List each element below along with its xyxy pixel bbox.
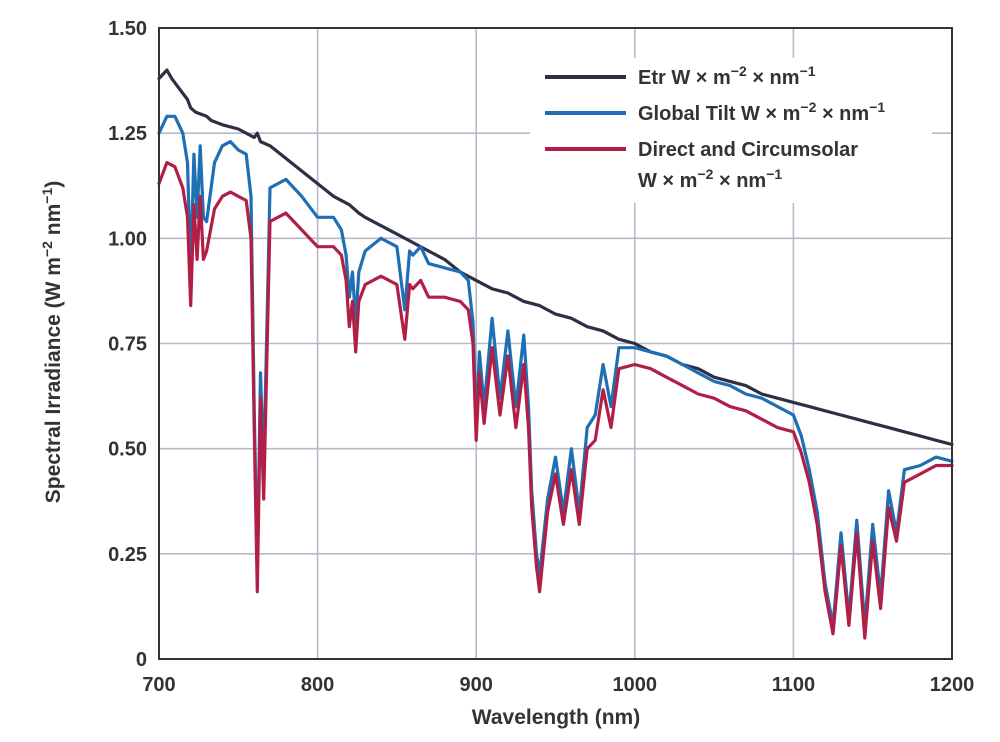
y-tick-label: 0.25 [108,544,147,566]
y-axis-title: Spectral Irradiance (W m−2 nm−1) [39,181,65,504]
y-tick-label: 0 [136,649,147,671]
legend-background [530,58,932,203]
x-axis-title: Wavelength (nm) [472,706,640,729]
y-tick-label: 1.00 [108,228,147,250]
tick-labels: 700 800 900 1000 1100 1200 0 0.25 0.50 0.75 1.00 1.… [108,18,974,696]
legend-label-etr: Etr W × m−2 × nm−1 [638,63,816,89]
y-axis-title-exp1: −2 [39,241,55,257]
series-line-etr [157,68,954,447]
y-axis-title-exp2: −1 [39,188,55,204]
x-tick-label: 800 [301,674,334,696]
series-line-direct-circumsolar [157,161,954,640]
x-tick-label: 1200 [930,674,975,696]
legend: Etr W × m−2 × nm−1 Global Tilt W × m−2 ×… [530,58,932,203]
y-axis-title-base: Spectral Irradiance (W m [42,257,65,503]
y-tick-label: 0.50 [108,439,147,461]
x-tick-label: 900 [460,674,493,696]
x-tick-label: 1100 [772,674,815,696]
series-line-global-tilt [157,114,954,627]
plot-frame [158,27,953,660]
legend-label-direct-circumsolar-line1: Direct and Circumsolar [638,139,858,161]
x-tick-label: 700 [142,674,175,696]
x-tick-label: 1000 [613,674,658,696]
y-tick-label: 1.25 [108,123,147,145]
legend-label-direct-circumsolar-line2: W × m−2 × nm−1 [638,166,782,192]
legend-label-global-tilt: Global Tilt W × m−2 × nm−1 [638,99,885,125]
y-tick-label: 1.50 [108,18,147,40]
y-axis-title-mid: nm [42,204,65,241]
y-tick-label: 0.75 [108,334,147,356]
series-lines [157,68,954,640]
y-axis-title-end: ) [42,181,65,188]
